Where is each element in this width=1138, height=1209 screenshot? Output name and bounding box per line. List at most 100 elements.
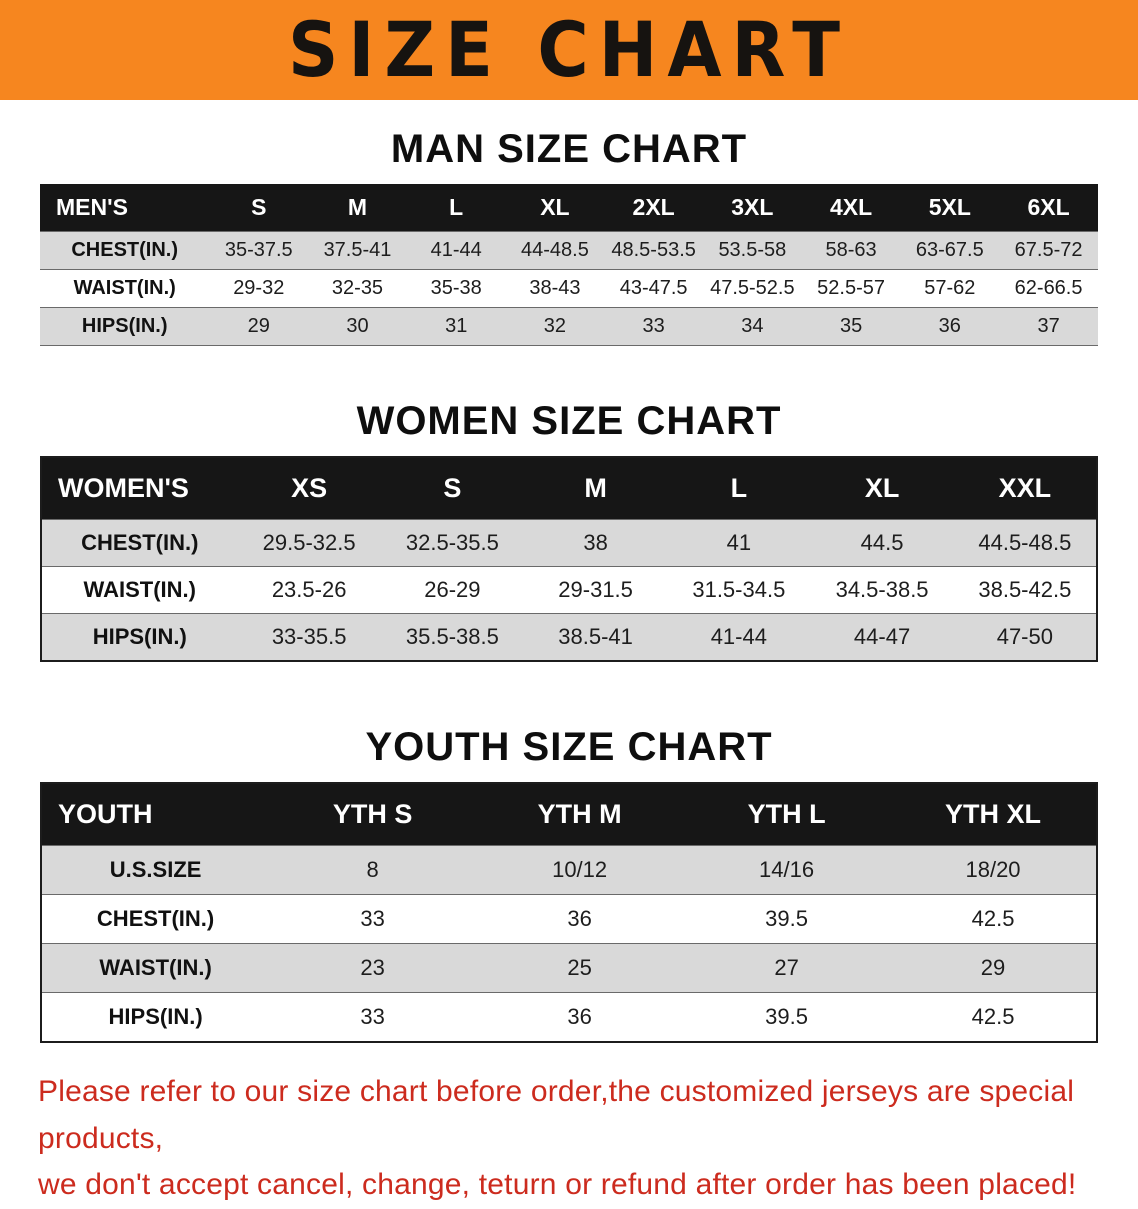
table-row: HIPS(IN.) 29 30 31 32 33 34 35 36 37 bbox=[40, 307, 1098, 346]
size-value-cell: 62-66.5 bbox=[1014, 277, 1083, 299]
size-value-cell: 23.5-26 bbox=[271, 577, 347, 602]
size-value-cell: 10/12 bbox=[552, 857, 608, 882]
disclaimer-line-2: we don't accept cancel, change, teturn o… bbox=[38, 1168, 1077, 1201]
size-column-header: YTH XL bbox=[890, 783, 1097, 846]
row-label: WAIST(IN.) bbox=[99, 955, 212, 980]
size-value-cell: 33 bbox=[360, 906, 385, 931]
size-value-cell: 41-44 bbox=[430, 239, 482, 261]
table-header-row: WOMEN'S XS S M L XL XXL bbox=[41, 457, 1097, 520]
women-section-heading: WOMEN SIZE CHART bbox=[356, 399, 782, 443]
size-value-cell: 29 bbox=[247, 315, 270, 337]
row-label: U.S.SIZE bbox=[109, 857, 202, 882]
size-column-header: M bbox=[308, 184, 407, 232]
women-size-table: WOMEN'S XS S M L XL XXL CHEST(IN.) 29.5-32.5 32.5… bbox=[40, 456, 1098, 662]
size-value-cell: 47.5-52.5 bbox=[710, 277, 795, 299]
size-value-cell: 38.5-42.5 bbox=[978, 577, 1072, 602]
size-column-header: YTH S bbox=[269, 783, 477, 846]
men-size-table: MEN'S S M L XL 2XL 3XL 4XL 5XL 6XL CHEST(IN.) 35-37… bbox=[40, 184, 1098, 346]
size-value-cell: 53.5-58 bbox=[718, 239, 787, 261]
youth-section-heading: YOUTH SIZE CHART bbox=[365, 725, 773, 769]
size-value-cell: 67.5-72 bbox=[1014, 239, 1083, 261]
row-label: HIPS(IN.) bbox=[92, 624, 187, 649]
table-header-row: MEN'S S M L XL 2XL 3XL 4XL 5XL 6XL bbox=[40, 184, 1098, 232]
size-value-cell: 31.5-34.5 bbox=[692, 577, 786, 602]
size-column-header: L bbox=[406, 184, 506, 232]
disclaimer-line-1: Please refer to our size chart before or… bbox=[38, 1075, 1075, 1155]
table-row: HIPS(IN.) 33 36 39.5 42.5 bbox=[41, 992, 1097, 1042]
size-value-cell: 31 bbox=[445, 315, 468, 337]
size-value-cell: 29.5-32.5 bbox=[262, 530, 356, 555]
size-value-cell: 34 bbox=[741, 315, 764, 337]
size-column-header: L bbox=[667, 457, 811, 520]
size-value-cell: 52.5-57 bbox=[817, 277, 885, 299]
row-label: CHEST(IN.) bbox=[71, 239, 179, 261]
size-value-cell: 35-38 bbox=[430, 277, 482, 299]
banner-title: SIZE CHART bbox=[287, 5, 851, 95]
size-value-cell: 58-63 bbox=[825, 239, 877, 261]
size-value-cell: 8 bbox=[366, 857, 379, 882]
table-header-row: YOUTH YTH S YTH M YTH L YTH XL bbox=[41, 783, 1097, 846]
size-value-cell: 41-44 bbox=[710, 624, 767, 649]
size-column-header: 2XL bbox=[604, 184, 703, 232]
size-value-cell: 30 bbox=[346, 315, 369, 337]
size-column-header: S bbox=[209, 184, 309, 232]
size-column-header: XL bbox=[810, 457, 954, 520]
size-value-cell: 33-35.5 bbox=[271, 624, 347, 649]
size-value-cell: 33 bbox=[642, 315, 665, 337]
size-column-header: 6XL bbox=[999, 184, 1098, 232]
size-value-cell: 35-37.5 bbox=[224, 239, 293, 261]
men-section-heading: MAN SIZE CHART bbox=[390, 127, 748, 171]
table-corner-label: MEN'S bbox=[40, 184, 210, 232]
size-value-cell: 32.5-35.5 bbox=[405, 530, 499, 555]
size-value-cell: 25 bbox=[567, 955, 592, 980]
size-value-cell: 29-31.5 bbox=[558, 577, 633, 602]
table-row: U.S.SIZE 8 10/12 14/16 18/20 bbox=[41, 845, 1097, 895]
size-value-cell: 26-29 bbox=[424, 577, 481, 602]
size-value-cell: 35 bbox=[839, 315, 863, 337]
size-value-cell: 37.5-41 bbox=[323, 239, 392, 261]
size-value-cell: 42.5 bbox=[971, 1004, 1015, 1029]
size-value-cell: 42.5 bbox=[971, 906, 1015, 931]
size-value-cell: 29 bbox=[980, 955, 1006, 980]
row-label: CHEST(IN.) bbox=[81, 530, 199, 555]
table-row: CHEST(IN.) 33 36 39.5 42.5 bbox=[41, 894, 1097, 944]
youth-size-table: YOUTH YTH S YTH M YTH L YTH XL U.S.SIZE 8 10/12… bbox=[40, 782, 1098, 1043]
size-value-cell: 38 bbox=[583, 530, 608, 555]
size-column-header: XXL bbox=[953, 457, 1097, 520]
table-row: WAIST(IN.) 23 25 27 29 bbox=[41, 943, 1097, 993]
size-value-cell: 32-35 bbox=[331, 277, 384, 299]
size-chart-banner: SIZE CHART bbox=[0, 0, 1138, 100]
size-column-header: YTH L bbox=[683, 783, 891, 846]
row-label: CHEST(IN.) bbox=[96, 906, 215, 931]
size-value-cell: 36 bbox=[567, 1004, 592, 1029]
size-value-cell: 44-48.5 bbox=[521, 239, 589, 261]
size-value-cell: 38-43 bbox=[529, 277, 581, 299]
size-value-cell: 34.5-38.5 bbox=[835, 577, 929, 602]
table-row: CHEST(IN.) 29.5-32.5 32.5-35.5 38 41 44.5 44.5… bbox=[41, 519, 1097, 567]
size-value-cell: 36 bbox=[567, 906, 592, 931]
size-value-cell: 32 bbox=[543, 315, 567, 337]
row-label: WAIST(IN.) bbox=[83, 577, 196, 602]
women-size-section: WOMEN SIZE CHART WOMEN'S XS S M L XL XXL CHEST(… bbox=[0, 398, 1138, 662]
size-value-cell: 23 bbox=[360, 955, 385, 980]
size-value-cell: 63-67.5 bbox=[915, 239, 984, 261]
table-corner-label: YOUTH bbox=[41, 783, 270, 846]
size-value-cell: 14/16 bbox=[759, 857, 815, 882]
size-column-header: YTH M bbox=[476, 783, 684, 846]
youth-size-section: YOUTH SIZE CHART YOUTH YTH S YTH M YTH L YTH… bbox=[0, 724, 1138, 1043]
table-row: WAIST(IN.) 23.5-26 26-29 29-31.5 31.5-34.5 34… bbox=[41, 566, 1097, 614]
size-value-cell: 37 bbox=[1037, 315, 1060, 337]
size-value-cell: 39.5 bbox=[765, 906, 808, 931]
size-value-cell: 57-62 bbox=[924, 277, 976, 299]
size-value-cell: 44.5-48.5 bbox=[978, 530, 1072, 555]
row-label: HIPS(IN.) bbox=[108, 1004, 203, 1029]
size-value-cell: 39.5 bbox=[765, 1004, 808, 1029]
size-value-cell: 47-50 bbox=[996, 624, 1053, 649]
size-value-cell: 35.5-38.5 bbox=[405, 624, 499, 649]
size-value-cell: 36 bbox=[938, 315, 961, 337]
table-corner-label: WOMEN'S bbox=[41, 457, 238, 520]
size-value-cell: 44-47 bbox=[853, 624, 911, 649]
size-column-header: XL bbox=[505, 184, 605, 232]
row-label: HIPS(IN.) bbox=[81, 315, 168, 337]
